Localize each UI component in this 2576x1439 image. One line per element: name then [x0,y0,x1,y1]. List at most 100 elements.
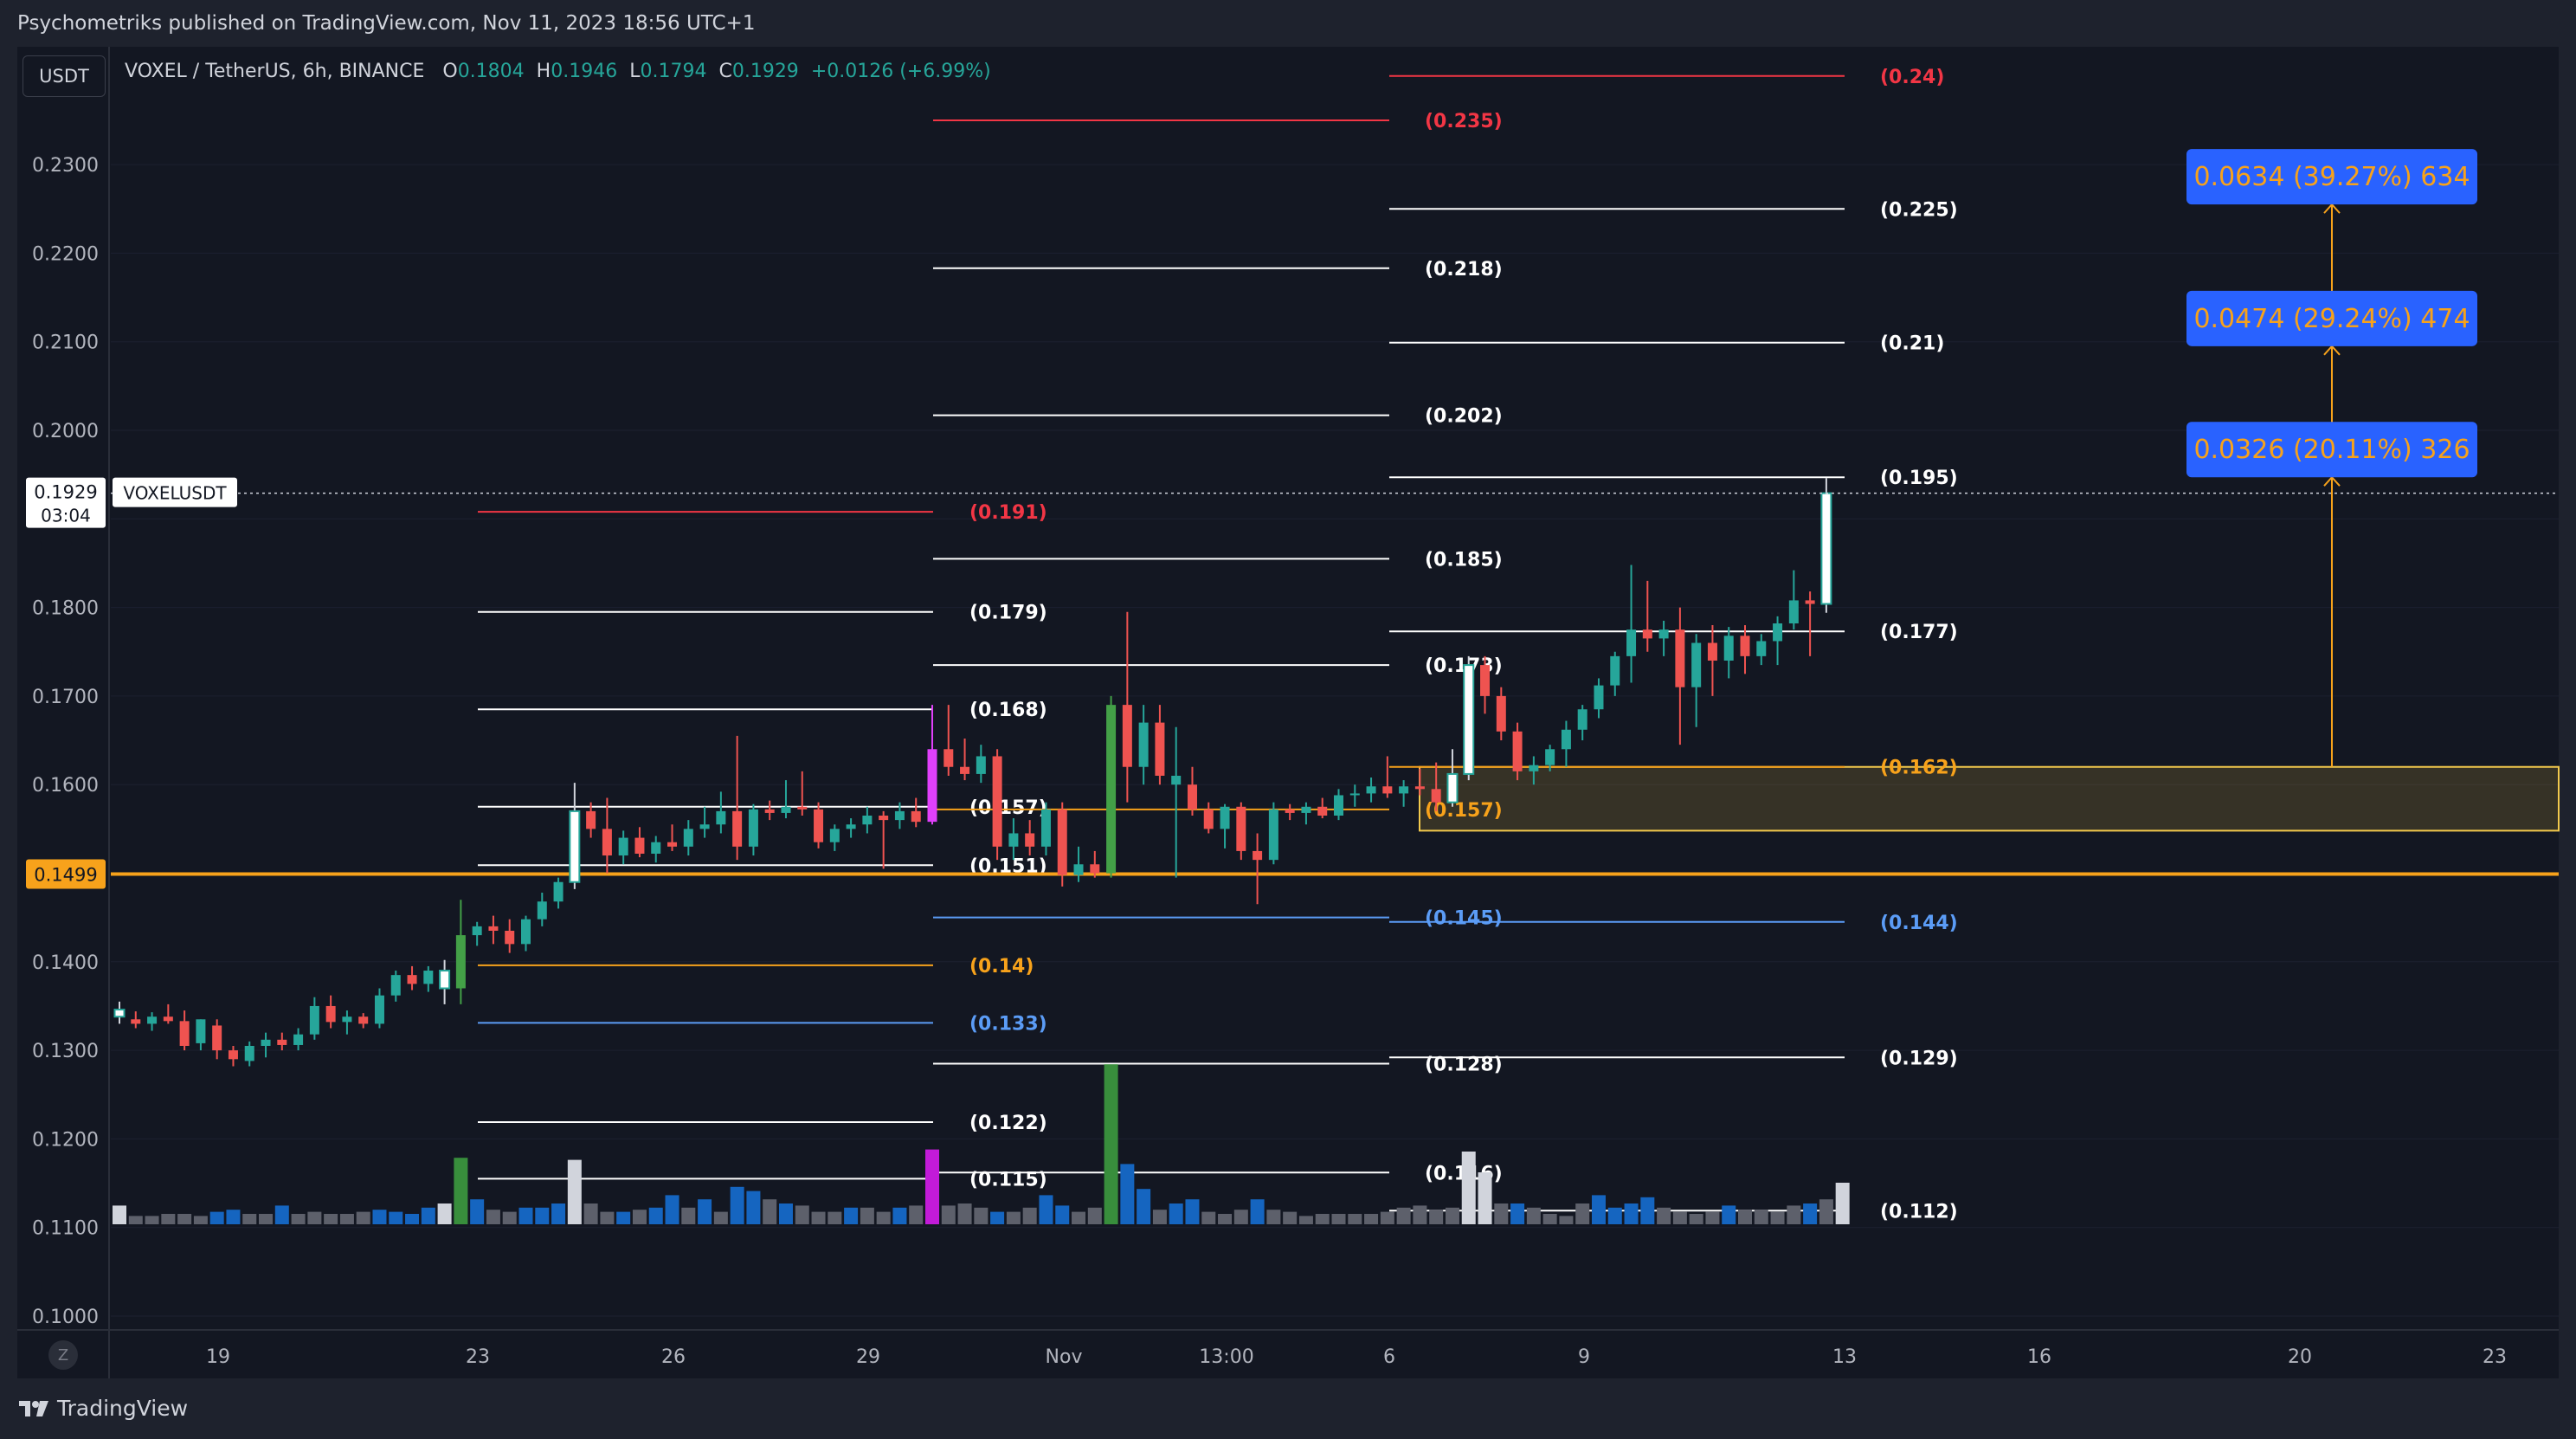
level-label: (0.122) [969,1113,1047,1134]
candle-body [1268,809,1278,861]
volume-bar [1250,1199,1265,1224]
last-price-value: 0.1929 [34,482,97,503]
volume-bar [535,1207,550,1224]
candle-body [846,824,856,829]
volume-bar [1510,1203,1525,1224]
symbol-legend[interactable]: VOXEL / TetherUS, 6h, BINANCE O0.1804 H0… [125,61,991,82]
volume-bar [1413,1205,1427,1224]
y-tick-label: 0.1800 [32,598,99,620]
candle-body [212,1025,222,1051]
volume-bar [567,1159,582,1224]
y-tick-label: 0.1600 [32,775,99,797]
candle-body [1220,806,1230,829]
y-tick-label: 0.1000 [32,1307,99,1328]
candle-body [1414,786,1425,790]
candle-body [1090,864,1100,874]
volume-bar [1445,1207,1459,1224]
candle-body [244,1045,254,1062]
timezone-button[interactable]: Z [48,1340,78,1370]
candle-body [862,816,873,825]
volume-bar [1770,1211,1785,1224]
volume-bar [113,1205,126,1224]
volume-bar [1055,1205,1070,1224]
support-price-tag [26,859,106,889]
volume-bar [795,1205,809,1224]
volume-bar [242,1214,257,1224]
candle-body [1334,795,1343,816]
volume-bar [291,1214,306,1224]
candle-body [960,766,970,774]
time-axis[interactable]: 19 23 26 29 Nov 13:00 6 9 13 16 20 23 [206,1346,2507,1368]
candle-body [1122,705,1132,767]
candle-body [716,810,726,825]
target-badge [2186,290,2477,346]
volume-bar [161,1214,176,1224]
attribution-text: Psychometriks published on TradingView.c… [17,12,756,35]
y-tick-label: 0.2100 [32,332,99,354]
candle-body [1399,786,1409,794]
volume-bar [1185,1199,1200,1224]
volume-bar [1819,1199,1833,1224]
chart-pane[interactable] [17,47,2559,1378]
candle-body [1431,789,1441,803]
volume-bar [1461,1152,1476,1224]
volume-bar [957,1203,972,1224]
legend-high-key: H [536,61,551,82]
level-label: (0.179) [969,603,1047,624]
volume-bar [1201,1211,1216,1224]
x-tick-label: 23 [466,1346,490,1368]
candle-body [1253,850,1263,861]
candle-body [1561,729,1571,750]
currency-label: USDT [39,66,89,87]
volume-bar [1657,1207,1671,1224]
volume-bar [1478,1172,1492,1224]
volume-bar [1705,1211,1720,1224]
candle-body [1773,623,1783,642]
candle-body [829,829,840,842]
currency-button[interactable]: USDT [23,55,106,97]
candle-body [147,1016,158,1024]
volume-bar [1672,1211,1687,1224]
level-label: (0.218) [1425,259,1503,281]
volume-bar [746,1191,761,1224]
tradingview-logo[interactable]: TradingView [17,1396,188,1421]
volume-bar [1787,1205,1801,1224]
candle-body [1658,629,1669,639]
candle-body [342,1016,352,1023]
x-tick-label: 23 [2483,1346,2507,1368]
target-badge-label: 0.0474 (29.24%) 474 [2193,304,2470,334]
level-label: (0.129) [1880,1048,1958,1069]
legend-high: 0.1946 [551,61,618,82]
candle-body [521,919,531,945]
volume-bar [1137,1189,1151,1224]
candle-body [879,816,889,821]
legend-pair: VOXEL / TetherUS, 6h, BINANCE [125,61,425,82]
volume-bar [763,1199,777,1224]
candle-body [667,842,678,847]
candle-body [1073,864,1084,875]
symbol-tag [113,477,237,507]
volume-bar [274,1205,289,1224]
candle-body [764,809,775,813]
candle-body [1008,833,1019,847]
candle-body [277,1039,287,1045]
candle-body [1349,793,1360,796]
volume-bar [356,1211,370,1224]
x-tick-label: 13:00 [1199,1346,1253,1368]
candle-body [1723,636,1734,661]
z-label: Z [57,1345,69,1365]
volume-bar [1266,1210,1281,1224]
volume-bar [616,1211,631,1224]
level-label: (0.24) [1880,67,1944,88]
volume-bar [1689,1214,1703,1224]
candle-body [228,1050,238,1060]
candle-body [1138,722,1149,767]
volume-bar [909,1205,924,1224]
volume-bar [421,1207,435,1224]
candle-body [553,881,564,902]
volume-bar [1380,1211,1394,1224]
volume-bar [778,1203,793,1224]
candle-body [1366,786,1376,794]
candle-body [1512,731,1523,771]
